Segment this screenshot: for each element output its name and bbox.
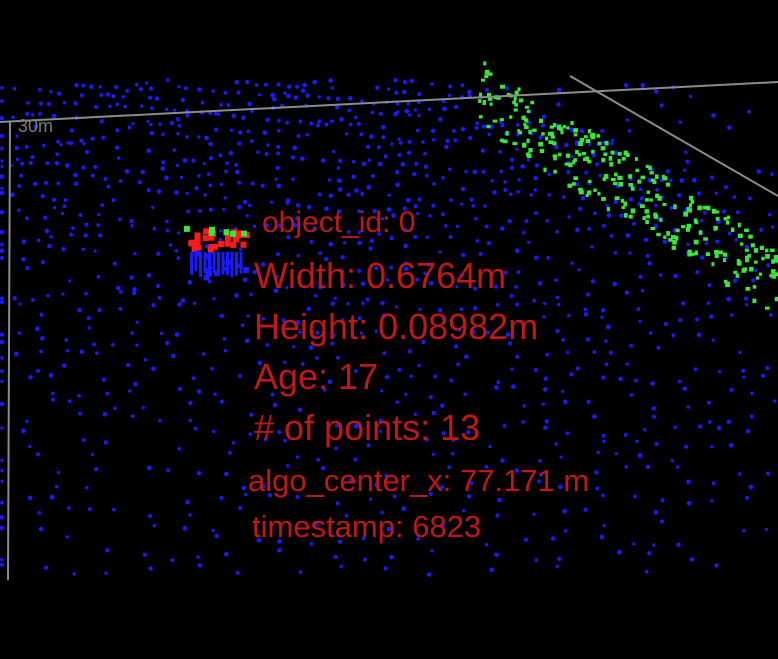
algo-center-x-text: algo_center_x: 77.171 m xyxy=(248,463,590,498)
points-count-text: # of points: 13 xyxy=(254,407,481,448)
object-id-text: object_id: 0 xyxy=(262,206,416,239)
grid-line-diagonal xyxy=(569,75,778,197)
vegetation-point-cloud xyxy=(478,61,778,310)
age-text: Age: 17 xyxy=(254,356,379,397)
grid-distance-label: 30m xyxy=(18,116,54,136)
width-text: Width: 0.6764m xyxy=(254,255,507,296)
height-text: Height: 0.08982m xyxy=(254,306,539,347)
detected-object-marker[interactable] xyxy=(183,225,250,281)
timestamp-text: timestamp: 6823 xyxy=(252,509,482,544)
grid-line-horizontal xyxy=(0,81,778,123)
grid-line-vertical xyxy=(7,121,11,581)
ground-point-cloud xyxy=(0,78,777,577)
